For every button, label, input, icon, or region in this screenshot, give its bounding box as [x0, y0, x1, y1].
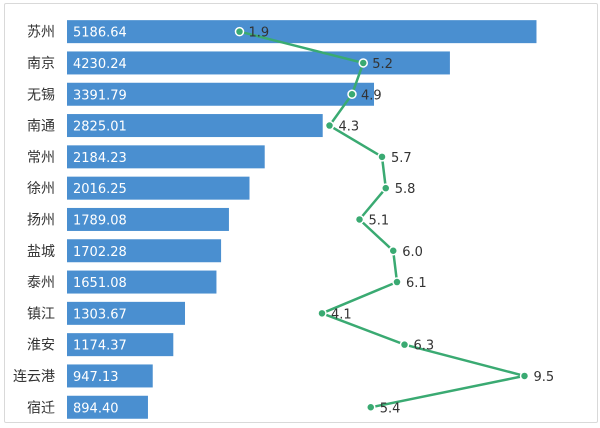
category-label: 徐州 [27, 181, 55, 197]
bar-value-label: 2016.25 [73, 182, 127, 197]
category-label: 镇江 [27, 306, 55, 322]
category-label: 无锡 [27, 87, 55, 103]
bar-value-label: 3391.79 [73, 88, 127, 103]
line-value-label: 4.9 [361, 88, 382, 103]
line-point-徐州 [381, 183, 391, 193]
bar-泰州 [67, 270, 217, 294]
line-point-连云港 [519, 371, 530, 381]
bar-常州 [67, 145, 265, 169]
line-point-淮安 [399, 339, 410, 350]
category-label: 南通 [27, 119, 55, 135]
bar-宿迁 [67, 395, 148, 419]
bar-扬州 [67, 207, 229, 231]
bar-value-label: 5186.64 [73, 26, 127, 41]
category-label: 淮安 [27, 338, 55, 354]
bar-value-label: 894.40 [73, 401, 119, 416]
category-label: 盐城 [27, 244, 55, 260]
category-label: 常州 [27, 150, 55, 166]
line-value-label: 5.7 [391, 151, 412, 166]
bar-value-label: 4230.24 [73, 57, 127, 72]
line-point-南通 [324, 120, 335, 131]
labels-layer: 苏州 5186.64 南京 4230.24 无锡 3391.79 南通 2825.01 常州 21… [13, 25, 554, 417]
line-point-扬州 [354, 214, 365, 225]
line-layer [234, 26, 530, 412]
bar-镇江 [67, 301, 186, 325]
line-point-常州 [377, 152, 387, 162]
category-label: 扬州 [27, 212, 55, 228]
bar-淮安 [67, 333, 174, 357]
line-value-label: 5.2 [372, 57, 393, 72]
line-value-label: 1.9 [249, 26, 270, 41]
bar-value-label: 1174.37 [73, 339, 127, 354]
bar-value-label: 2825.01 [73, 120, 127, 135]
line-value-label: 9.5 [534, 370, 555, 385]
line-point-苏州 [234, 26, 245, 37]
bar-value-label: 1702.28 [73, 245, 127, 260]
line-point-泰州 [392, 277, 402, 287]
bar-南京 [67, 51, 450, 75]
bar-value-label: 1651.08 [73, 276, 127, 291]
category-label: 苏州 [27, 25, 55, 41]
bar-盐城 [67, 239, 222, 263]
category-label: 南京 [27, 56, 55, 72]
bar-value-label: 1789.08 [73, 213, 127, 228]
bar-line-chart: 苏州 5186.64 南京 4230.24 无锡 3391.79 南通 2825.01 常州 21… [13, 20, 554, 419]
line-point-无锡 [347, 89, 357, 99]
bar-徐州 [67, 176, 250, 200]
category-label: 泰州 [27, 275, 55, 291]
line-value-label: 5.1 [369, 213, 390, 228]
chart-container: 苏州 5186.64 南京 4230.24 无锡 3391.79 南通 2825.01 常州 21… [4, 3, 598, 423]
line-point-南京 [358, 58, 368, 68]
bar-南通 [67, 114, 323, 138]
category-label: 连云港 [13, 369, 55, 385]
bar-value-label: 1303.67 [73, 307, 127, 322]
line-value-label: 4.3 [339, 120, 360, 135]
category-label: 宿迁 [27, 399, 55, 416]
line-value-label: 6.0 [402, 245, 423, 260]
line-value-label: 6.3 [414, 339, 435, 354]
bar-value-label: 2184.23 [73, 151, 127, 166]
line-point-盐城 [388, 246, 398, 256]
bar-连云港 [67, 364, 153, 388]
bar-value-label: 947.13 [73, 370, 119, 385]
bars-layer [67, 20, 537, 419]
line-value-label: 6.1 [406, 276, 427, 291]
line-value-label: 4.1 [331, 307, 352, 322]
line-point-宿迁 [366, 402, 376, 412]
line-value-label: 5.4 [380, 401, 401, 416]
bar-无锡 [67, 82, 375, 106]
line-value-label: 5.8 [395, 182, 416, 197]
bar-苏州 [67, 20, 537, 44]
line-point-镇江 [317, 308, 327, 319]
